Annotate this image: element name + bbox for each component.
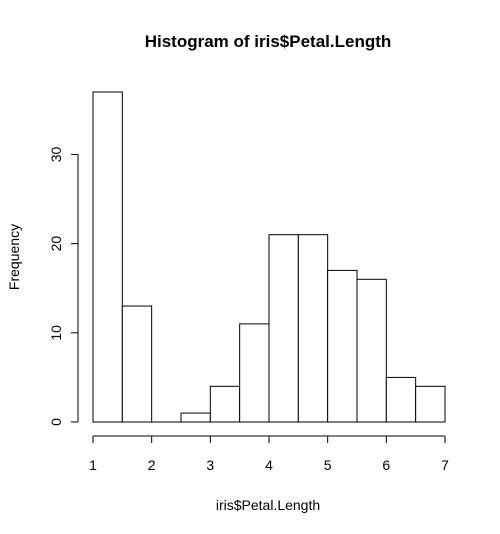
x-axis-label: iris$Petal.Length	[216, 497, 320, 513]
histogram-bar-8	[327, 269, 358, 423]
histogram-bar-6	[268, 234, 299, 423]
y-axis-label: Frequency	[6, 224, 22, 290]
histogram-bar-10	[385, 376, 417, 423]
x-tick-label-1: 2	[148, 457, 156, 473]
y-tick-label-2: 20	[48, 236, 64, 252]
histogram-bar-7	[297, 234, 329, 423]
y-axis: 0 10 20 30	[48, 146, 79, 426]
histogram-bar-3	[180, 412, 211, 423]
histogram-bar-0	[92, 91, 123, 423]
y-tick-label-1: 10	[48, 325, 64, 341]
x-tick-label-5: 6	[382, 457, 390, 473]
x-tick-label-4: 5	[324, 457, 332, 473]
x-tick-label-6: 7	[441, 457, 449, 473]
y-tick-label-0: 0	[48, 418, 64, 426]
histogram-bar-9	[356, 278, 387, 423]
x-tick-label-2: 3	[206, 457, 214, 473]
x-axis: 1 2 3 4 5 6 7	[89, 435, 449, 473]
histogram-bar-4	[209, 385, 241, 423]
histogram-bar-5	[239, 323, 270, 423]
histogram-bar-11	[415, 385, 446, 423]
y-tick-label-3: 30	[48, 146, 64, 162]
chart-title: Histogram of iris$Petal.Length	[145, 32, 392, 51]
x-tick-label-0: 1	[89, 457, 97, 473]
x-tick-label-3: 4	[265, 457, 273, 473]
histogram-bar-1	[121, 305, 153, 423]
histogram-bars	[92, 91, 446, 423]
